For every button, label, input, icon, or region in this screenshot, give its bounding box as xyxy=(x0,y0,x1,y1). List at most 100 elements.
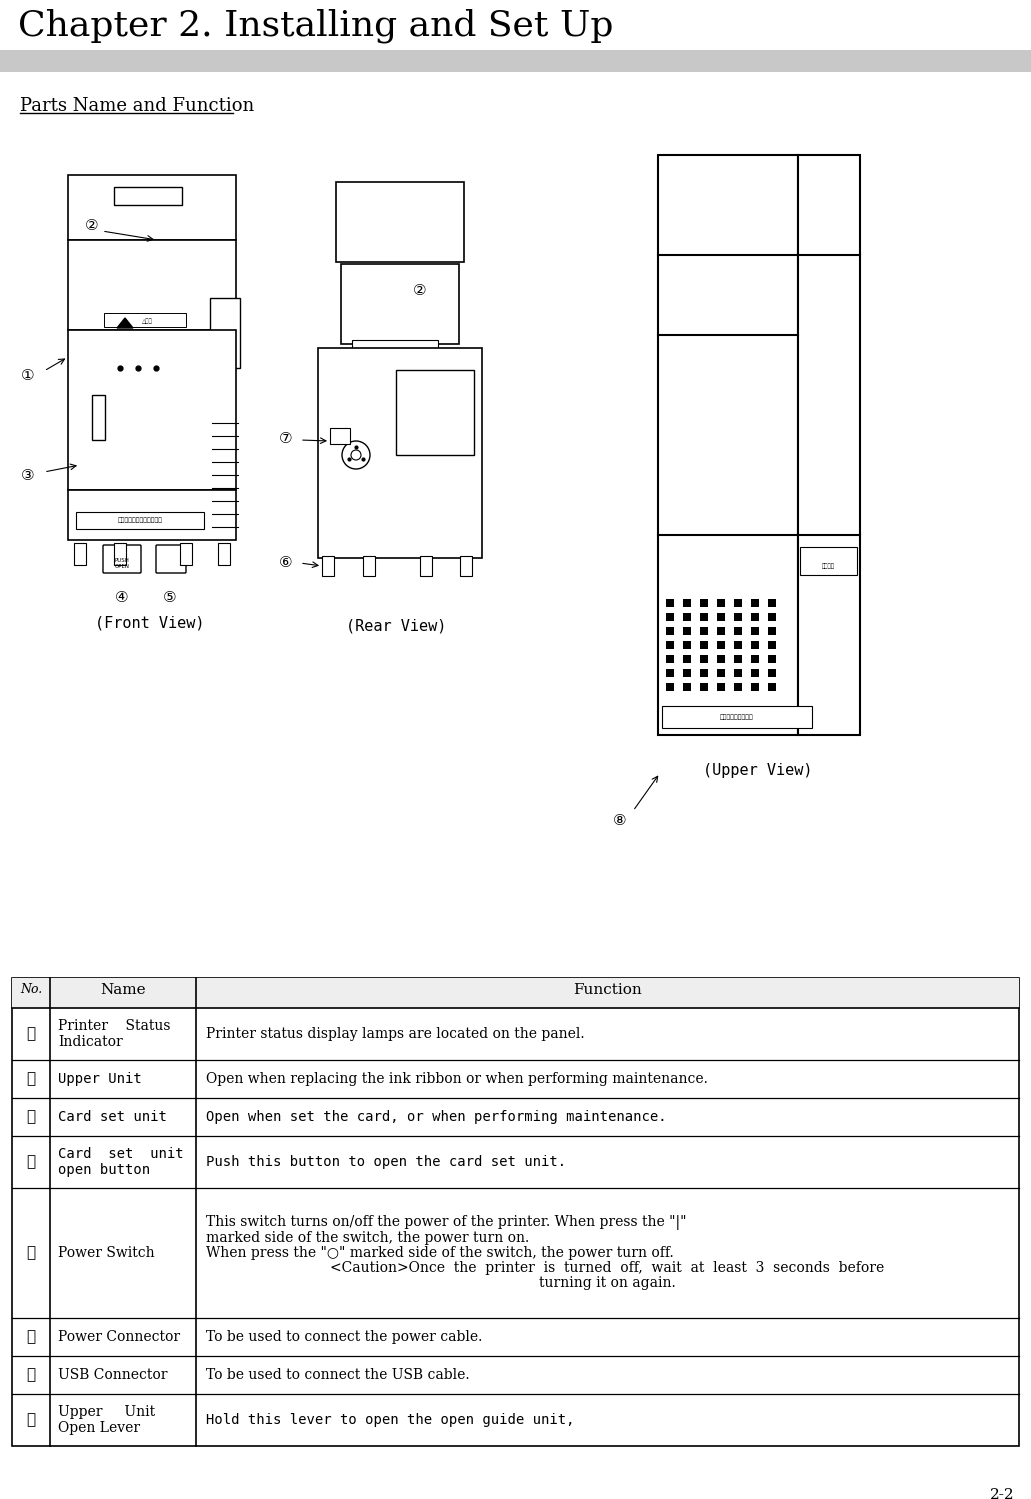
Text: To be used to connect the power cable.: To be used to connect the power cable. xyxy=(206,1330,483,1345)
Bar xyxy=(683,627,691,636)
Bar xyxy=(734,627,742,636)
Bar xyxy=(104,313,186,327)
Text: ⑦: ⑦ xyxy=(27,1369,35,1382)
Text: Upper Unit: Upper Unit xyxy=(58,1072,141,1085)
Circle shape xyxy=(342,441,370,469)
Bar xyxy=(12,977,1019,1447)
Ellipse shape xyxy=(94,343,182,393)
Bar xyxy=(666,642,674,649)
FancyBboxPatch shape xyxy=(103,546,141,573)
Bar xyxy=(734,642,742,649)
Bar xyxy=(68,240,236,330)
Text: Printer    Status
Indicator: Printer Status Indicator xyxy=(58,1019,170,1049)
Text: (Upper View): (Upper View) xyxy=(703,763,812,778)
Text: 2-2: 2-2 xyxy=(991,1489,1015,1499)
Bar xyxy=(751,655,759,663)
Bar xyxy=(12,977,1019,1007)
Bar xyxy=(666,613,674,621)
Bar xyxy=(68,175,236,240)
Text: USB Connector: USB Connector xyxy=(58,1369,167,1382)
Bar xyxy=(666,684,674,691)
Text: turning it on again.: turning it on again. xyxy=(539,1276,676,1291)
Text: ⑦: ⑦ xyxy=(279,430,293,445)
Bar xyxy=(330,429,350,444)
Bar xyxy=(683,613,691,621)
Text: ④: ④ xyxy=(27,1156,35,1169)
Bar xyxy=(318,348,483,558)
Bar xyxy=(717,600,725,607)
Text: ここを持たないでください: ここを持たないでください xyxy=(118,517,163,523)
Text: PUSH
OPEN: PUSH OPEN xyxy=(114,558,130,568)
Bar xyxy=(114,187,182,205)
Text: Chapter 2. Installing and Set Up: Chapter 2. Installing and Set Up xyxy=(18,7,613,42)
Bar xyxy=(460,556,472,576)
Bar xyxy=(218,543,230,565)
Text: よとはかでくたさん: よとはかでくたさん xyxy=(720,714,754,720)
Bar xyxy=(700,627,708,636)
Text: ②: ② xyxy=(27,1072,35,1085)
Text: (Front View): (Front View) xyxy=(95,615,205,630)
Bar xyxy=(700,600,708,607)
Bar xyxy=(734,684,742,691)
Bar xyxy=(666,655,674,663)
Bar xyxy=(768,627,776,636)
Bar xyxy=(768,600,776,607)
Bar xyxy=(666,627,674,636)
Bar xyxy=(768,655,776,663)
Text: ①: ① xyxy=(22,367,35,382)
Text: Open when set the card, or when performing maintenance.: Open when set the card, or when performi… xyxy=(206,1109,667,1124)
Text: Parts Name and Function: Parts Name and Function xyxy=(20,97,255,115)
Bar xyxy=(68,490,236,540)
Text: ④: ④ xyxy=(115,591,129,606)
Text: ⑤: ⑤ xyxy=(163,591,176,606)
Polygon shape xyxy=(117,318,133,328)
Bar xyxy=(662,706,812,729)
Text: Push this button to open the card set unit.: Push this button to open the card set un… xyxy=(206,1156,566,1169)
Bar xyxy=(0,49,1031,72)
Bar xyxy=(700,642,708,649)
Bar xyxy=(734,613,742,621)
Text: Open when replacing the ink ribbon or when performing maintenance.: Open when replacing the ink ribbon or wh… xyxy=(206,1072,708,1085)
Bar xyxy=(798,154,860,735)
Bar xyxy=(74,543,86,565)
Bar xyxy=(666,669,674,678)
Bar xyxy=(210,298,240,367)
Text: Function: Function xyxy=(573,983,642,997)
Text: ③: ③ xyxy=(22,468,35,483)
Circle shape xyxy=(351,450,361,460)
Bar xyxy=(734,655,742,663)
Bar xyxy=(683,669,691,678)
Bar xyxy=(751,600,759,607)
Bar xyxy=(768,669,776,678)
Bar xyxy=(700,669,708,678)
Bar xyxy=(768,684,776,691)
Bar xyxy=(363,556,375,576)
Text: こ一種類: こ一種類 xyxy=(822,564,834,568)
Bar xyxy=(336,181,464,262)
Bar xyxy=(683,684,691,691)
Text: ①: ① xyxy=(27,1027,35,1040)
Bar xyxy=(92,396,105,441)
Text: Power Switch: Power Switch xyxy=(58,1246,155,1261)
Bar xyxy=(800,547,857,576)
Text: Card set unit: Card set unit xyxy=(58,1109,167,1124)
Bar xyxy=(751,627,759,636)
Bar xyxy=(322,556,334,576)
Bar xyxy=(734,669,742,678)
Bar xyxy=(717,684,725,691)
Bar xyxy=(734,600,742,607)
Text: △注意: △注意 xyxy=(142,318,153,324)
Bar xyxy=(68,330,236,490)
Bar xyxy=(683,655,691,663)
Text: When press the "○" marked side of the switch, the power turn off.: When press the "○" marked side of the sw… xyxy=(206,1246,673,1261)
Bar xyxy=(683,642,691,649)
Bar xyxy=(751,669,759,678)
Bar xyxy=(683,600,691,607)
Text: Upper     Unit
Open Lever: Upper Unit Open Lever xyxy=(58,1405,155,1435)
Bar xyxy=(717,642,725,649)
Text: ⑥: ⑥ xyxy=(27,1330,35,1345)
Bar xyxy=(352,340,438,396)
Text: ②: ② xyxy=(86,217,99,232)
Bar xyxy=(768,613,776,621)
Text: Card  set  unit
open button: Card set unit open button xyxy=(58,1147,184,1177)
